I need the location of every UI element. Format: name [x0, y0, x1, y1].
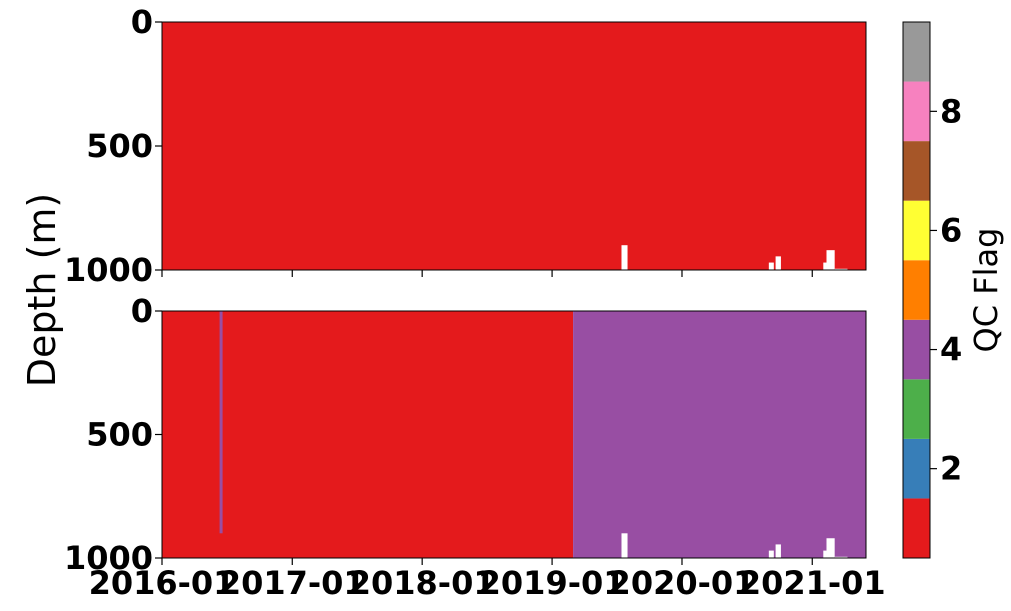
profile-line-0 — [219, 311, 223, 534]
y-tick-label: 0 — [131, 3, 153, 41]
x-tick-label: 2020-01 — [609, 564, 756, 602]
data-gap-1 — [768, 262, 774, 270]
data-gap-5 — [834, 556, 848, 558]
colorbar-swatch-1 — [903, 498, 930, 558]
y-axis-label: Depth (m) — [20, 193, 64, 388]
colorbar-tick-label: 6 — [940, 211, 962, 249]
y-tick-label: 0 — [131, 292, 153, 330]
data-gap-4 — [826, 250, 835, 270]
x-tick-label: 2019-01 — [479, 564, 626, 602]
data-gap-3 — [823, 550, 827, 558]
data-gap-2 — [775, 544, 781, 558]
data-gap-0 — [621, 533, 628, 558]
data-gap-1 — [768, 550, 774, 558]
y-tick-label: 1000 — [64, 251, 153, 289]
colorbar-tick-label: 4 — [940, 331, 962, 369]
heatmap-segment-0 — [162, 311, 574, 558]
heatmap-segment-0 — [162, 22, 866, 270]
data-gap-5 — [834, 268, 848, 270]
colorbar-swatch-2 — [903, 438, 930, 499]
colorbar-swatch-9 — [903, 22, 930, 82]
x-tick-label: 2018-01 — [349, 564, 496, 602]
panel-top: 0 500 1000 — [64, 3, 867, 289]
colorbar-label: QC Flag — [967, 228, 1005, 353]
x-tick-label: 2021-01 — [739, 564, 886, 602]
data-gap-3 — [823, 262, 827, 270]
heatmap-segment-1 — [573, 311, 866, 558]
x-tick-label: 2017-01 — [219, 564, 366, 602]
data-gap-2 — [775, 256, 781, 270]
panel-bottom: 0 500 10002016-012017-012018-012019-012020… — [64, 292, 886, 602]
panels-group: 05001000050010002016-012017-012018-01201… — [64, 3, 886, 602]
colorbar-tick-label: 2 — [940, 450, 962, 488]
data-gap-4 — [826, 538, 835, 558]
y-tick-label: 1000 — [64, 539, 153, 577]
y-tick-label: 500 — [86, 127, 153, 165]
colorbar-swatch-3 — [903, 379, 930, 439]
y-tick-label: 500 — [86, 416, 153, 454]
colorbar-swatch-5 — [903, 260, 930, 320]
colorbar-swatch-7 — [903, 141, 930, 201]
colorbar-swatch-8 — [903, 81, 930, 142]
colorbar-swatch-4 — [903, 319, 930, 380]
colorbar-swatch-6 — [903, 200, 930, 261]
x-tick-label: 2016-01 — [89, 564, 236, 602]
colorbar-tick-label: 8 — [940, 92, 962, 130]
colorbar: 2 4 6 8 — [902, 21, 962, 559]
data-gap-0 — [621, 245, 628, 270]
colorbar-frame — [902, 21, 931, 559]
